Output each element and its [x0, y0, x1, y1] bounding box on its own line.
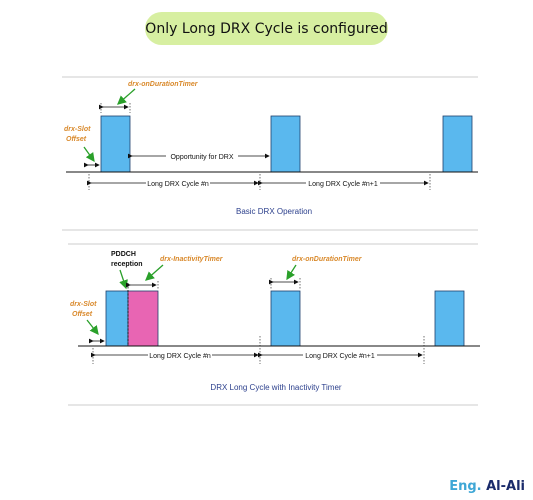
opportunity-label-bg — [166, 151, 238, 161]
cycle-n1-label-bg — [306, 178, 380, 188]
on-duration-block-3 — [442, 115, 473, 173]
slot-offset-label-line2: Offset — [66, 136, 87, 143]
slot-offset-label-line1: drx-Slot — [64, 126, 91, 133]
on-duration-block-1 — [105, 290, 129, 347]
on-duration2-pointer — [286, 264, 297, 281]
slot-offset2-label-line1: drx-Slot — [70, 301, 97, 308]
page-title: Only Long DRX Cycle is configured — [145, 20, 388, 37]
slot-offset2-pointer — [86, 319, 99, 336]
inactivity-pointer — [145, 264, 164, 281]
on-duration-pointer — [117, 88, 136, 105]
on-duration-block-2 — [270, 115, 301, 173]
on-duration-block-3 — [434, 290, 465, 347]
on-duration-block-2 — [270, 290, 301, 347]
diagram-basic-drx: drx-onDurationTimer drx-Slot Offset Oppo… — [62, 76, 478, 231]
inactivity-label: drx-InactivityTimer — [160, 256, 224, 263]
pdcch-label-line2: reception — [111, 261, 143, 268]
opportunity-label: Opportunity for DRX — [170, 154, 233, 161]
diagram2-caption: DRX Long Cycle with Inactivity Timer — [210, 383, 341, 392]
cycle2-n1-label: Long DRX Cycle #n+1 — [305, 353, 375, 360]
cycle2-n-label-bg — [148, 350, 212, 360]
signature-prefix: Eng. — [449, 479, 482, 494]
on-duration2-label: drx-onDurationTimer — [292, 256, 363, 263]
inactivity-block — [127, 290, 159, 347]
pdcch-pointer — [119, 269, 128, 290]
signature-name: Al-Ali — [486, 479, 525, 494]
diagram1-caption: Basic DRX Operation — [236, 207, 312, 216]
on-duration-block-1 — [100, 115, 131, 173]
cycle-n1-label: Long DRX Cycle #n+1 — [308, 181, 378, 188]
author-signature: Eng. Al-Ali — [449, 479, 525, 494]
slot-offset2-label-line2: Offset — [72, 311, 93, 318]
on-duration-label: drx-onDurationTimer — [128, 81, 199, 88]
cycle-n-label-bg — [146, 178, 210, 188]
cycle-n-label: Long DRX Cycle #n — [147, 181, 209, 188]
cycle2-n1-label-bg — [303, 350, 377, 360]
pdcch-label-line1: PDDCH — [111, 251, 136, 258]
diagram-inactivity-drx: PDDCH reception drx-InactivityTimer drx-… — [68, 243, 480, 406]
cycle2-n-label: Long DRX Cycle #n — [149, 353, 211, 360]
title-banner: Only Long DRX Cycle is configured — [145, 12, 388, 45]
slot-offset-pointer — [83, 146, 95, 163]
